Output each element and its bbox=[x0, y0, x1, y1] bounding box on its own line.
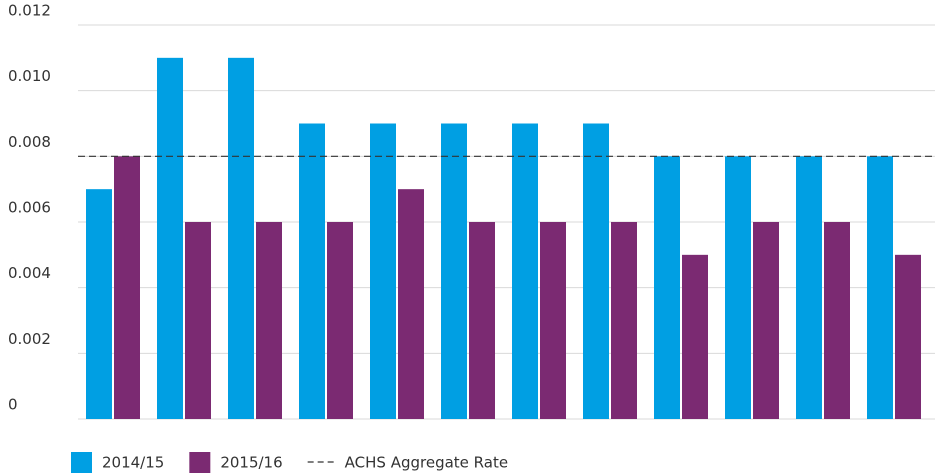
bar bbox=[682, 254, 708, 419]
bar bbox=[86, 189, 112, 419]
bar bbox=[157, 57, 183, 419]
y-tick-label: 0.010 bbox=[8, 67, 51, 85]
bar bbox=[114, 156, 140, 420]
legend-swatch bbox=[71, 452, 92, 473]
bar bbox=[796, 156, 822, 420]
bar bbox=[398, 189, 424, 419]
bar bbox=[256, 222, 282, 419]
bar bbox=[185, 222, 211, 419]
bar bbox=[895, 254, 921, 419]
bar bbox=[611, 222, 637, 419]
legend-label: 2015/16 bbox=[220, 454, 282, 472]
bar bbox=[654, 156, 680, 420]
bar bbox=[299, 123, 325, 419]
bar bbox=[512, 123, 538, 419]
bar bbox=[540, 222, 566, 419]
bar bbox=[583, 123, 609, 419]
bar bbox=[725, 156, 751, 420]
bar bbox=[441, 123, 467, 419]
y-tick-label: 0.002 bbox=[8, 330, 51, 348]
bar bbox=[370, 123, 396, 419]
y-tick-label: 0.004 bbox=[8, 264, 51, 282]
bar bbox=[867, 156, 893, 420]
y-tick-label: 0.012 bbox=[8, 2, 51, 20]
y-tick-label: 0.006 bbox=[8, 199, 51, 217]
y-tick-label: 0.008 bbox=[8, 133, 51, 151]
bar bbox=[469, 222, 495, 419]
y-tick-label: 0 bbox=[8, 396, 18, 414]
legend-label: 2014/15 bbox=[102, 454, 164, 472]
bar bbox=[327, 222, 353, 419]
bar bbox=[228, 57, 254, 419]
bar bbox=[824, 222, 850, 419]
bar bbox=[753, 222, 779, 419]
legend-swatch bbox=[189, 452, 211, 473]
legend-label: ACHS Aggregate Rate bbox=[345, 454, 508, 472]
